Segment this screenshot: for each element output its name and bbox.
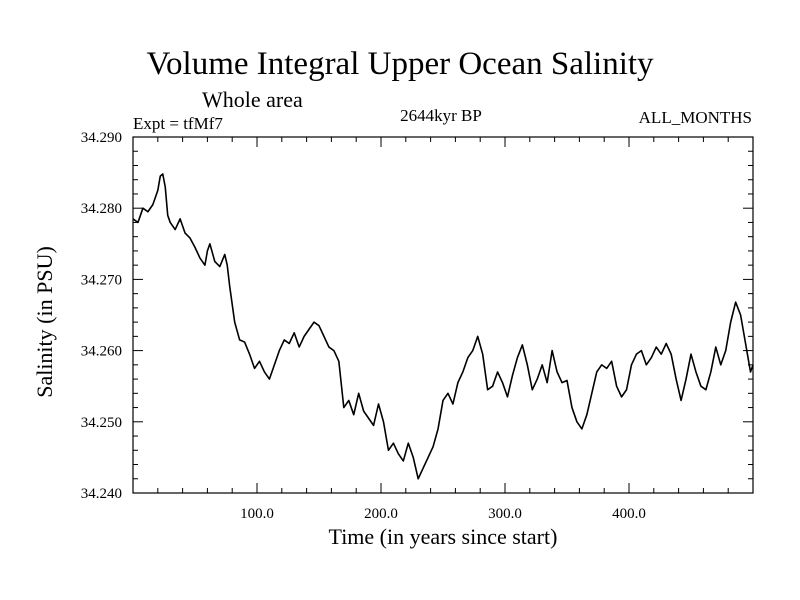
axis-ticks: [133, 136, 753, 494]
chart-title: Volume Integral Upper Ocean Salinity: [146, 46, 654, 82]
x-tick-label: 100.0: [240, 506, 274, 522]
months-label: ALL_MONTHS: [638, 108, 752, 127]
y-tick-label: 34.270: [81, 272, 122, 288]
x-tick-label: 200.0: [364, 506, 398, 522]
period-label: 2644kyr BP: [400, 106, 482, 125]
y-tick-label: 34.290: [81, 130, 122, 146]
y-tick-label: 34.240: [81, 486, 122, 502]
chart-subtitle: Whole area: [202, 87, 303, 112]
salinity-series-line: [132, 173, 754, 480]
y-tick-label: 34.260: [81, 344, 122, 360]
x-tick-label: 400.0: [612, 506, 646, 522]
plot-frame: [132, 136, 754, 494]
y-tick-label: 34.250: [81, 415, 122, 431]
x-axis-label: Time (in years since start): [328, 524, 558, 549]
y-tick-label: 34.280: [81, 201, 122, 217]
x-tick-label: 300.0: [488, 506, 522, 522]
y-axis-label: Salinity (in PSU): [32, 246, 57, 398]
axis-tick-labels: 34.240 34.250 34.260 34.270 34.280 34.290 100.…: [81, 130, 646, 522]
experiment-label: Expt = tfMf7: [133, 114, 223, 133]
